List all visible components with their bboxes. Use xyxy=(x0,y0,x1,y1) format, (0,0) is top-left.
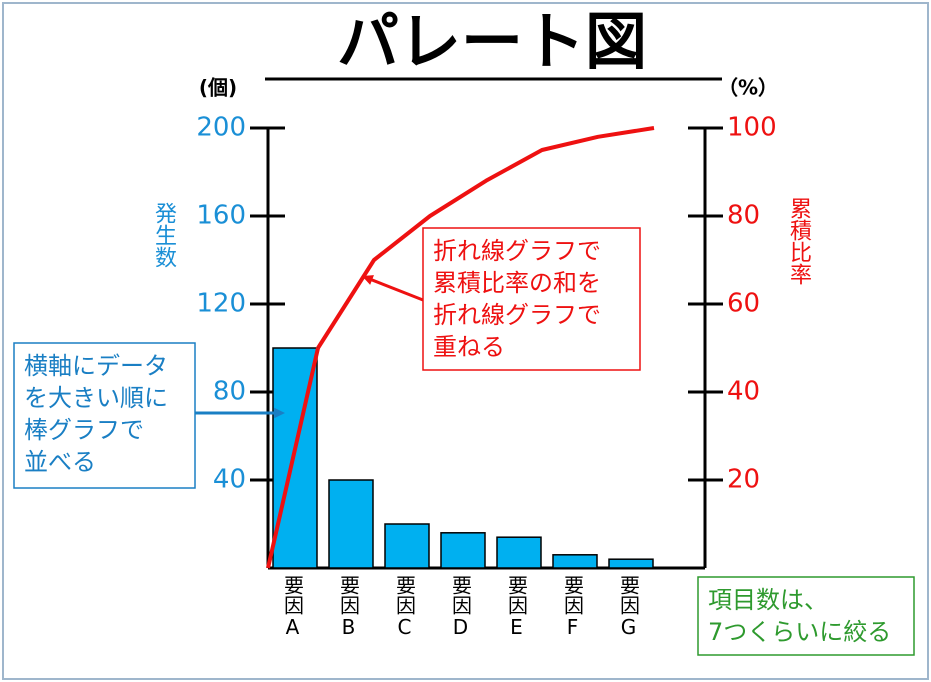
x-tick-label: 要因A xyxy=(281,575,305,639)
x-tick-label: 要因F xyxy=(561,575,585,639)
x-tick-label: 要因D xyxy=(449,575,473,639)
annotation-text: 折れ線グラフで xyxy=(433,237,601,265)
annotation-text: 折れ線グラフで xyxy=(433,301,601,329)
bar xyxy=(440,532,486,569)
y-tick-label: 80 xyxy=(213,377,246,407)
chart-title: パレート図 xyxy=(337,5,647,78)
y2-axis-label: 累積比率 xyxy=(786,197,812,285)
x-tick-label: 要因B xyxy=(337,575,361,639)
bar xyxy=(496,536,542,569)
arrow-head xyxy=(274,407,285,419)
y2-tick-label: 40 xyxy=(727,377,760,407)
y-unit: (個) xyxy=(199,76,237,100)
y2-unit: （%） xyxy=(718,76,778,100)
arrow-head xyxy=(362,275,374,285)
annotation-text: 項目数は、 xyxy=(708,586,828,614)
y2-tick-label: 20 xyxy=(727,465,760,495)
x-tick-label: 要因E xyxy=(505,575,529,639)
y-axis-label: 発生数 xyxy=(151,202,177,268)
line-origin-segment xyxy=(266,347,320,569)
x-tick-label: 要因G xyxy=(617,575,641,639)
y2-tick-label: 100 xyxy=(727,113,777,143)
annotation-text: 横軸にデータ xyxy=(24,352,168,380)
bar xyxy=(552,554,598,569)
y-tick-label: 200 xyxy=(196,113,246,143)
y2-tick-label: 80 xyxy=(727,201,760,231)
annotation-text: 7つくらいに絞る xyxy=(708,618,891,646)
annotation-box xyxy=(422,227,641,371)
bar xyxy=(384,523,430,569)
y-tick-label: 120 xyxy=(196,289,246,319)
y-tick-label: 160 xyxy=(196,201,246,231)
bar xyxy=(328,479,374,569)
y2-tick-label: 60 xyxy=(727,289,760,319)
annotation-text: を大きい順に xyxy=(24,384,168,412)
annotation-box xyxy=(697,576,915,656)
annotation-text: 累積比率の和を xyxy=(433,269,601,297)
x-tick-label: 要因C xyxy=(393,575,417,639)
annotation-text: 重ねる xyxy=(433,333,505,361)
bar xyxy=(608,558,654,569)
annotation-arrow xyxy=(367,276,424,302)
annotation-text: 棒グラフで xyxy=(24,416,144,444)
annotation-text: 並べる xyxy=(24,448,96,476)
cumulative-line xyxy=(316,126,655,350)
annotation-box xyxy=(13,342,196,489)
y-tick-label: 40 xyxy=(213,465,246,495)
